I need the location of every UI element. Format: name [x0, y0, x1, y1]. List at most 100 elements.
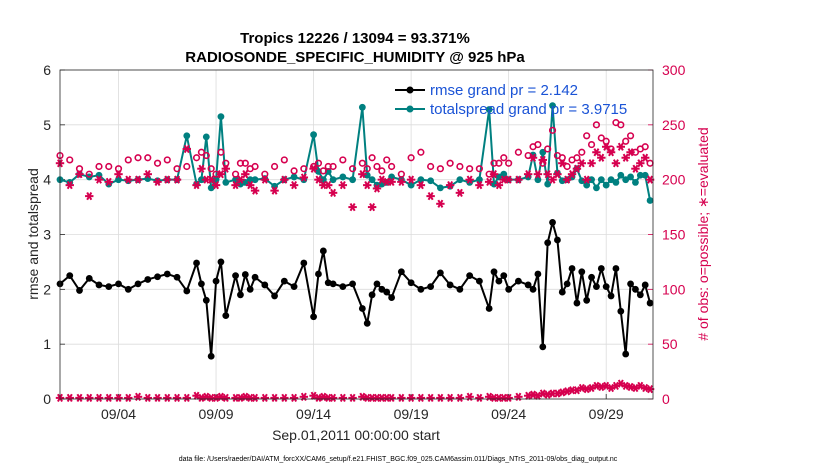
point-obs-evaluated-low: [640, 383, 650, 393]
point-rmse: [193, 259, 200, 267]
point-totalspread: [612, 179, 620, 186]
point-obs-possible: [622, 137, 630, 145]
point-obs-possible: [251, 162, 259, 171]
point-obs-evaluated: [372, 184, 382, 193]
point-obs-possible: [548, 126, 557, 134]
point-obs-possible: [231, 170, 240, 178]
point-obs-possible: [197, 148, 206, 156]
point-obs-possible: [592, 121, 601, 129]
point-totalspread: [95, 171, 103, 179]
point-obs-possible: [173, 165, 181, 173]
point-obs-evaluated: [475, 181, 484, 190]
point-obs-possible: [183, 162, 191, 171]
point-rmse: [617, 307, 625, 315]
point-rmse: [198, 280, 205, 288]
point-totalspread: [427, 177, 435, 185]
point-rmse: [554, 236, 561, 244]
point-rmse: [76, 287, 83, 294]
point-obs-evaluated: [582, 175, 591, 184]
point-rmse: [612, 265, 620, 272]
point-totalspread: [144, 175, 152, 182]
point-rmse: [183, 287, 191, 295]
point-rmse: [368, 291, 376, 299]
point-totalspread: [602, 181, 610, 189]
point-rmse: [407, 279, 415, 287]
point-obs-evaluated: [406, 175, 416, 184]
point-obs-evaluated-low: [299, 392, 309, 401]
point-totalspread: [646, 197, 654, 204]
x-tick-label: 09/14: [296, 406, 331, 422]
point-totalspread: [202, 133, 210, 141]
point-rmse: [490, 268, 498, 276]
point-obs-possible: [368, 154, 376, 162]
point-totalspread: [632, 179, 639, 186]
point-rmse: [500, 272, 508, 280]
y-left-tick-label: 2: [43, 281, 51, 297]
point-obs-evaluated: [75, 170, 84, 179]
point-obs-evaluated: [348, 202, 357, 212]
point-obs-evaluated: [328, 188, 338, 197]
point-rmse: [85, 274, 93, 282]
point-rmse: [524, 281, 532, 289]
point-rmse: [588, 273, 595, 281]
point-obs-evaluated: [231, 181, 240, 190]
point-obs-possible: [456, 162, 464, 171]
point-rmse: [383, 288, 391, 296]
point-obs-evaluated: [241, 170, 250, 179]
point-obs-evaluated: [587, 159, 596, 168]
point-obs-evaluated: [640, 153, 650, 162]
point-obs-possible: [105, 162, 113, 171]
point-obs-evaluated: [236, 175, 245, 184]
point-rmse: [207, 352, 215, 360]
point-totalspread: [588, 176, 595, 184]
point-obs-evaluated-low: [280, 393, 289, 403]
point-obs-evaluated: [363, 181, 372, 190]
point-obs-evaluated: [626, 148, 635, 157]
y-left-tick-label: 4: [43, 172, 51, 188]
point-obs-possible: [505, 159, 513, 167]
point-obs-possible: [388, 162, 396, 171]
point-rmse: [339, 283, 347, 290]
point-obs-possible: [446, 159, 454, 167]
point-obs-evaluated: [299, 173, 309, 182]
point-obs-evaluated-low: [558, 388, 567, 397]
point-obs-evaluated: [426, 191, 435, 201]
point-rmse: [373, 280, 381, 288]
point-obs-possible: [617, 121, 625, 129]
x-tick-label: 09/19: [394, 406, 429, 422]
point-obs-evaluated: [65, 181, 74, 190]
point-totalspread: [485, 106, 493, 113]
point-rmse: [246, 285, 254, 293]
point-obs-evaluated-low: [289, 393, 299, 403]
point-obs-evaluated: [465, 175, 474, 184]
point-rmse: [222, 312, 230, 320]
point-totalspread: [349, 176, 356, 184]
point-obs-possible: [348, 165, 357, 173]
point-obs-evaluated: [504, 175, 513, 184]
x-tick-label: 09/29: [589, 406, 624, 422]
point-obs-evaluated-low: [577, 383, 587, 393]
point-totalspread: [617, 171, 625, 179]
point-obs-possible: [202, 151, 210, 160]
point-obs-evaluated: [114, 170, 123, 179]
point-rmse: [105, 283, 113, 290]
point-obs-possible: [587, 140, 596, 149]
point-obs-possible: [407, 154, 415, 162]
point-obs-evaluated: [358, 170, 367, 179]
point-totalspread: [549, 102, 556, 110]
point-obs-possible: [373, 162, 381, 171]
chart-title-line2: RADIOSONDE_SPECIFIC_HUMIDITY @ 925 hPa: [185, 49, 525, 66]
point-obs-evaluated: [436, 199, 445, 208]
series-rmse: [56, 219, 654, 360]
point-obs-evaluated: [489, 170, 499, 179]
point-rmse: [163, 270, 171, 278]
point-rmse: [290, 283, 298, 290]
point-rmse: [202, 296, 210, 304]
point-totalspread: [339, 173, 347, 181]
point-obs-evaluated: [397, 177, 406, 186]
point-rmse: [363, 319, 371, 327]
point-rmse: [144, 276, 152, 283]
point-obs-evaluated: [592, 148, 601, 157]
point-obs-evaluated-low: [143, 393, 152, 403]
point-obs-evaluated: [197, 164, 206, 173]
